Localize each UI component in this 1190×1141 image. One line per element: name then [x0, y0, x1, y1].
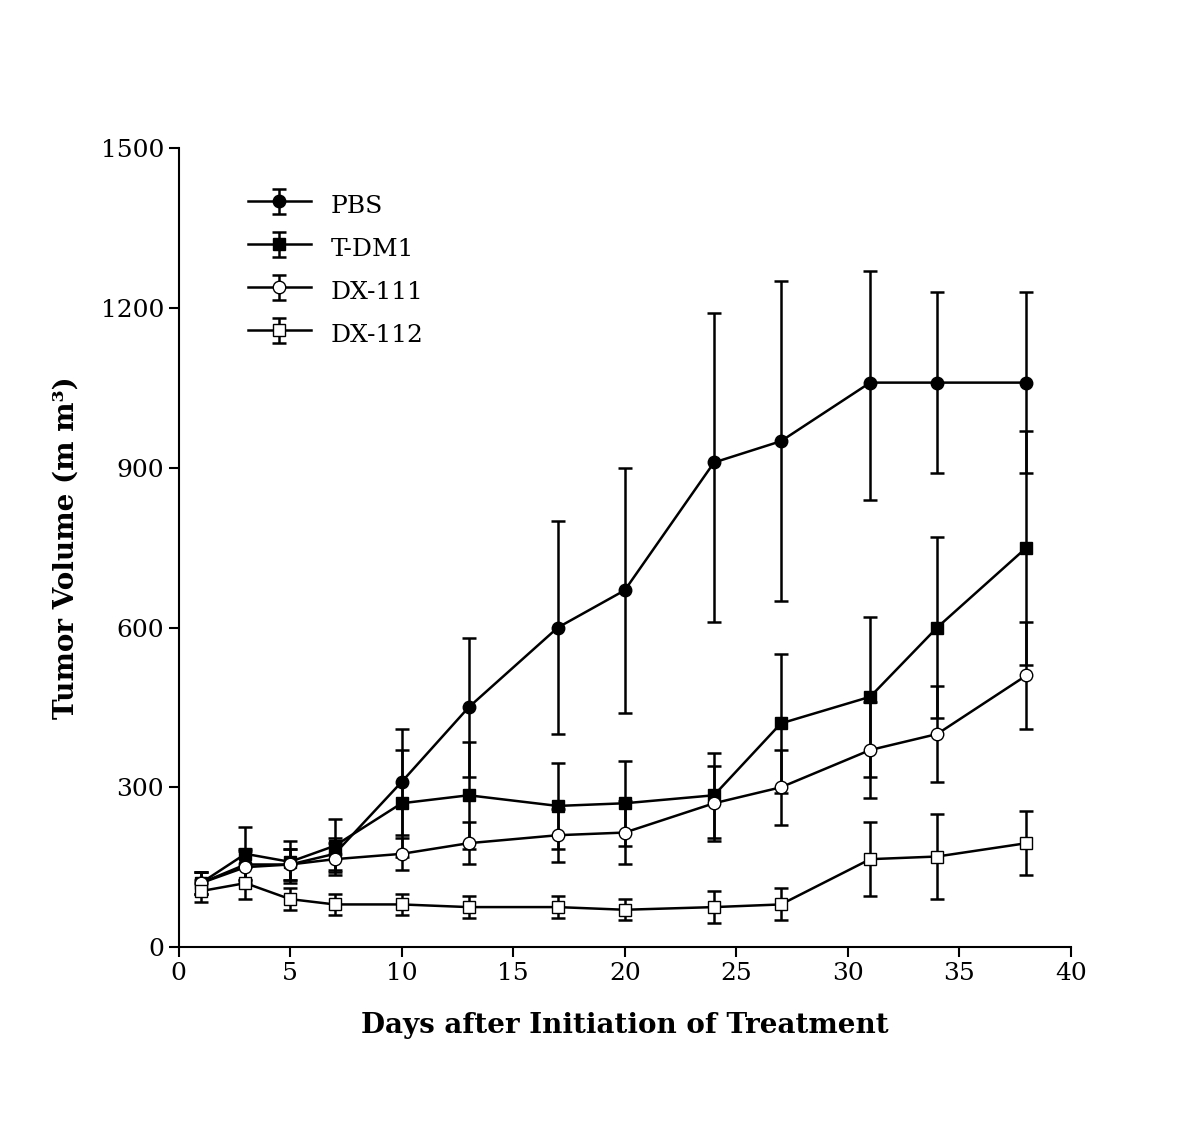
Y-axis label: Tumor Volume (m m³): Tumor Volume (m m³): [52, 377, 80, 719]
Legend: PBS, T-DM1, DX-111, DX-112: PBS, T-DM1, DX-111, DX-112: [236, 177, 436, 362]
X-axis label: Days after Initiation of Treatment: Days after Initiation of Treatment: [361, 1012, 889, 1039]
